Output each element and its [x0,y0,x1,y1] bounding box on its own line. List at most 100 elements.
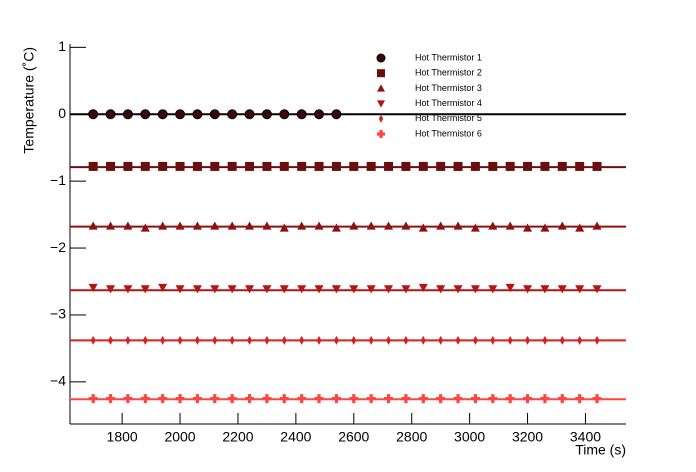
marker [227,394,237,404]
x-tick-label: 3200 [512,429,543,445]
marker [90,335,96,345]
marker [523,285,533,294]
marker [281,335,287,345]
marker [557,161,567,171]
marker [140,394,150,404]
marker [247,335,253,345]
x-tick-label: 1800 [107,429,138,445]
marker [175,394,185,404]
marker [557,394,567,404]
marker [314,161,324,171]
marker [106,161,116,171]
marker [123,285,133,294]
marker [470,223,480,232]
marker [470,394,480,404]
marker [575,223,585,232]
marker [418,223,428,232]
marker [192,394,202,404]
marker [559,335,565,345]
marker [470,161,480,171]
marker [575,161,585,171]
marker [175,285,185,294]
marker [279,223,289,232]
marker [122,109,133,120]
marker [194,335,200,345]
marker [384,285,394,294]
marker [123,161,133,171]
marker [108,335,114,345]
marker [436,161,446,171]
marker [314,109,325,120]
marker [349,161,359,171]
x-tick-label: 3000 [454,429,485,445]
marker [192,285,202,294]
marker [470,285,480,294]
marker [245,394,255,404]
marker [88,394,98,404]
marker [505,394,515,404]
marker [418,394,428,404]
marker [142,335,148,345]
marker [123,394,133,404]
marker [192,221,202,230]
marker [261,109,272,120]
marker [106,221,116,230]
y-tick-label: −1 [50,172,66,188]
marker [175,221,185,230]
marker [453,221,463,230]
marker [505,283,515,293]
marker [488,285,498,294]
marker [366,285,376,294]
marker [401,285,411,294]
y-tick-label: 1 [58,38,66,54]
marker [349,394,359,404]
marker [523,394,533,404]
marker [331,161,341,171]
x-tick-label: 2400 [280,429,311,445]
marker [540,285,550,294]
y-tick-label: −2 [50,239,66,255]
marker [384,161,394,171]
marker [557,221,567,230]
marker [262,161,272,171]
marker [297,394,307,404]
marker [349,285,359,294]
marker [542,335,548,345]
marker [229,335,235,345]
marker [472,335,478,345]
marker [592,221,602,230]
x-tick-label: 2600 [338,429,369,445]
marker [227,285,237,294]
marker [507,335,513,345]
marker [209,109,220,120]
y-axis-label: Temperature (˚C) [21,47,37,154]
marker [245,285,255,294]
marker [106,394,116,404]
marker [296,109,307,120]
marker [386,335,392,345]
legend-label: Hot Thermistor 4 [415,98,482,108]
marker [212,335,218,345]
marker [453,161,463,171]
marker [488,221,498,230]
marker [227,109,238,120]
marker [490,335,496,345]
marker [297,221,307,230]
marker [557,285,567,294]
marker [540,394,550,404]
marker [331,109,342,120]
marker [436,285,446,294]
marker [264,335,270,345]
marker [592,394,602,404]
marker [331,223,341,232]
x-tick-label: 2800 [396,429,427,445]
marker [140,161,150,171]
marker [438,335,444,345]
marker [401,221,411,230]
marker [453,394,463,404]
marker [262,221,272,230]
legend-marker [377,130,385,138]
marker [158,394,168,404]
marker [210,161,220,171]
marker [523,161,533,171]
